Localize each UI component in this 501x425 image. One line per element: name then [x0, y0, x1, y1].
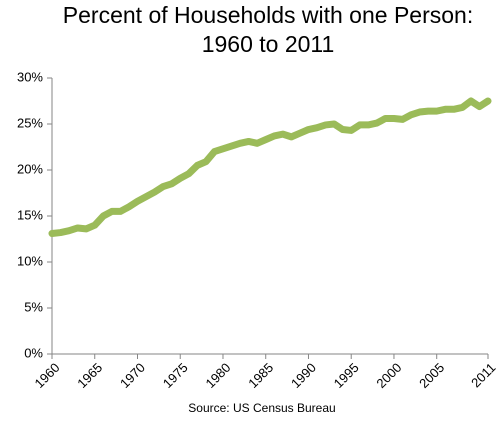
x-tick-label: 2000 [373, 360, 404, 391]
y-tick-label: 15% [17, 207, 43, 222]
source-note: Source: US Census Bureau [188, 401, 335, 415]
chart-title: Percent of Households with one Person: [63, 2, 473, 28]
data-line [48, 97, 492, 237]
x-tick-label: 2005 [416, 360, 447, 391]
y-tick-label: 25% [17, 115, 43, 130]
x-tick-label: 1985 [245, 360, 276, 391]
y-tick-label: 0% [24, 345, 43, 360]
x-tick-label: 1990 [288, 360, 319, 391]
y-tick-label: 5% [24, 299, 43, 314]
y-tick-label: 20% [17, 161, 43, 176]
x-tick-label: 1960 [31, 360, 62, 391]
x-tick-label: 1970 [117, 360, 148, 391]
x-tick-label: 1975 [160, 360, 191, 391]
y-tick-label: 10% [17, 253, 43, 268]
x-tick-label: 1965 [74, 360, 105, 391]
x-tick-label: 1995 [331, 360, 362, 391]
y-tick-label: 30% [17, 69, 43, 84]
x-tick-label: 2011 [468, 360, 498, 390]
x-tick-label: 1980 [202, 360, 233, 391]
chart-title: 1960 to 2011 [202, 31, 335, 57]
